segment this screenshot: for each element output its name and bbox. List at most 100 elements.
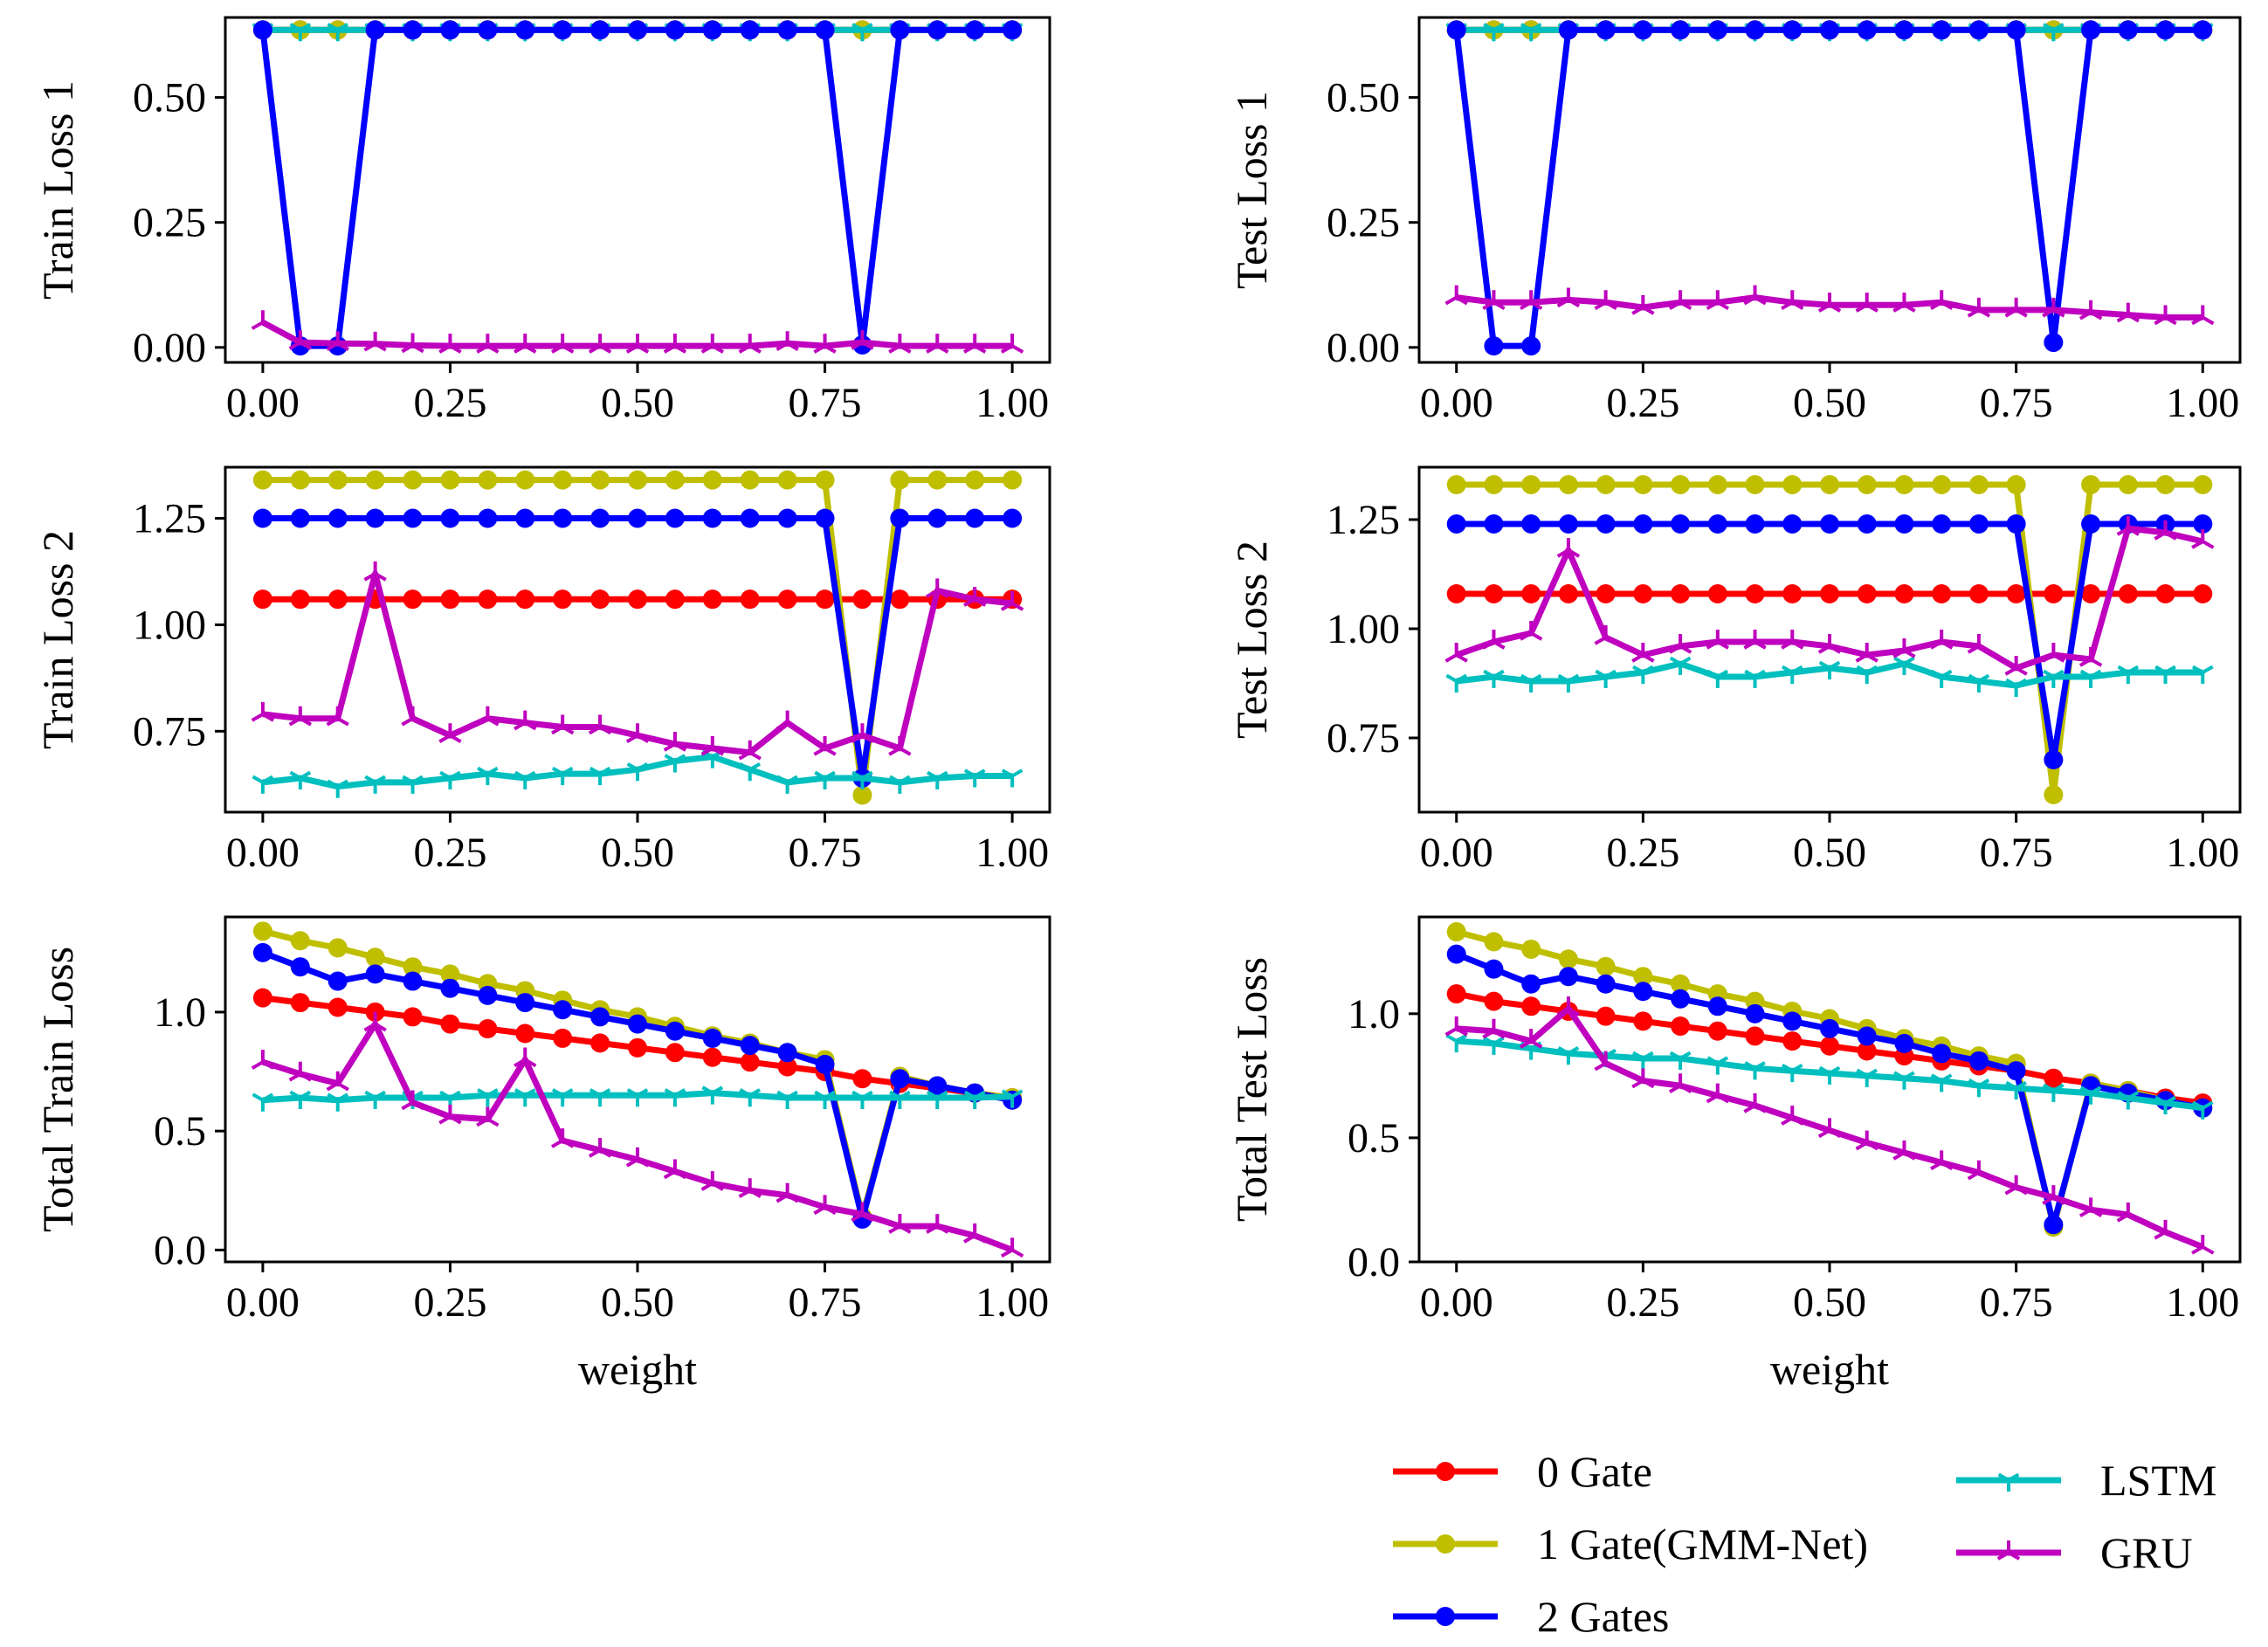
series-0-gate-point (403, 589, 423, 610)
series-2-gates-point (2118, 20, 2138, 40)
series-1-gate-gmm-net-point (1633, 475, 1653, 494)
series-2-gates-point (2044, 1215, 2064, 1235)
series-2-gates-point (2081, 514, 2101, 534)
series-gru-point (401, 1090, 424, 1111)
x-tick-label: 0.75 (789, 830, 862, 876)
series-gru-point (2042, 297, 2065, 318)
series-lstm-point (1893, 1071, 1915, 1090)
x-tick-label: 0.25 (413, 380, 486, 426)
series-gru-point (1444, 1016, 1468, 1037)
series-2-gates-point (2044, 750, 2064, 769)
series-0-gate-point (740, 589, 760, 610)
series-gru-point (1000, 1237, 1024, 1258)
series-gru-point (326, 331, 349, 351)
series-0-gate-point (440, 589, 460, 610)
series-lstm-point (289, 23, 312, 42)
series-gru-point (700, 1171, 724, 1191)
series-lstm-point (1781, 665, 1803, 684)
series-lstm-point (814, 770, 836, 789)
y-tick-label: 0.25 (1327, 200, 1400, 246)
series-lstm-point (1483, 23, 1505, 42)
x-tick-label: 0.50 (1793, 380, 1866, 426)
series-0-gate-point (1558, 584, 1578, 603)
series-1-gate-gmm-net-point (590, 470, 610, 490)
series-0-gate-point (1521, 584, 1541, 603)
legend-marker-point (1436, 1607, 1455, 1626)
series-0-gate-point (327, 589, 348, 610)
series-lstm-point (664, 754, 686, 773)
series-lstm-point (739, 1088, 762, 1107)
legend-label: 2 Gates (1537, 1592, 1669, 1641)
subplot-3: 0.00 0.25 0.50 0.75 1.00 0.75 1.00 1.25 Train Lo… (33, 465, 1051, 876)
series-lstm-point (1557, 1046, 1580, 1065)
series-0-gate-point (2006, 584, 2026, 603)
series-lstm-point (2154, 665, 2176, 684)
series-gru-point (1668, 634, 1692, 654)
series-2-gates-point (665, 508, 685, 528)
series-1-gate-gmm-net-point (553, 470, 573, 490)
series-2-gates-point (777, 1043, 797, 1063)
series-gru-point (1594, 625, 1617, 645)
x-tick-label: 1.00 (975, 830, 1049, 876)
series-0-gate-point (515, 589, 535, 610)
series-0-gate-point (1968, 584, 1989, 603)
series-0-gate-point (515, 1023, 535, 1044)
x-tick-label: 0.50 (1793, 830, 1866, 876)
series-lstm-point (1520, 23, 1542, 42)
series-2-gates-point (252, 20, 272, 40)
series-gru-point (438, 1104, 462, 1125)
series-gru (1444, 516, 2215, 676)
series-0-gate-point (2044, 584, 2064, 603)
series-1-gate-gmm-net-point (290, 470, 310, 490)
subplot-5: 0.00 0.25 0.50 0.75 1.00 0.0 0.5 1.0 Total Train… (33, 915, 1051, 1394)
series-2-gates-point (2081, 20, 2101, 40)
y-tick-label: 0.00 (1327, 325, 1400, 371)
series-1-gate-gmm-net-point (927, 470, 948, 490)
series-gru (251, 310, 1024, 354)
x-tick-label: 0.50 (1793, 1279, 1866, 1326)
series-0-gate-point (1820, 1036, 1839, 1056)
series-2-gates-point (890, 20, 910, 40)
series-2-gates-point (1558, 20, 1578, 40)
series-gru-point (476, 334, 500, 354)
x-tick-label: 1.00 (2166, 830, 2239, 876)
series-0-gate-point (1745, 1026, 1765, 1046)
series-2-gates-point (1484, 959, 1504, 979)
series-2-gates-point (1558, 967, 1578, 987)
series-1-gate-gmm-net-point (440, 470, 460, 490)
legend-entry-2-gates: 2 Gates (1393, 1592, 1669, 1641)
y-tick-label: 1.00 (1327, 606, 1400, 652)
series-gru-point (2154, 520, 2177, 541)
series-gru-point (1855, 643, 1879, 663)
series-0-gate-point (2044, 1068, 2064, 1088)
series-0-gate-point (327, 997, 348, 1017)
series-0-gate-point (777, 1057, 797, 1077)
series-gru-point (476, 706, 500, 727)
series-2-gates-point (890, 1069, 910, 1089)
series-gru-point (1482, 290, 1506, 311)
series-0-gate-point (1596, 1006, 1616, 1026)
series-2-gates-point (327, 971, 348, 991)
series-lstm-point (2079, 1085, 2102, 1105)
series-gru-point (2078, 300, 2103, 320)
series-gru-point (738, 334, 762, 354)
series-1-gate-gmm-net-point (2044, 785, 2064, 804)
series-0-gate-point (1671, 584, 1691, 603)
series-1-gate-gmm-net-point (2155, 475, 2175, 494)
series-0-gate-point (2118, 584, 2138, 603)
series-0-gate-point (1820, 584, 1839, 603)
y-axis-label: Test Loss 1 (1227, 91, 1276, 289)
series-lstm-point (252, 775, 274, 794)
series-1-gate-gmm-net-point (665, 470, 685, 490)
legend-entry-1-gate-gmm-net: 1 Gate(GMM-Net) (1393, 1520, 1868, 1568)
series-1-gate-gmm-net-point (1968, 475, 1989, 494)
x-tick-label: 0.25 (413, 830, 486, 876)
legend: 0 Gate 1 Gate(GMM-Net) 2 Gates LSTM GRU (1393, 1447, 2216, 1641)
series-gru-point (738, 1178, 762, 1199)
series-lstm-point (589, 766, 611, 786)
series-lstm-point (1968, 673, 1990, 693)
series-0-gate-point (852, 589, 872, 610)
series-gru-point (1520, 1029, 1543, 1049)
legend-label: 0 Gate (1537, 1447, 1652, 1496)
series-gru-point (2116, 302, 2140, 323)
